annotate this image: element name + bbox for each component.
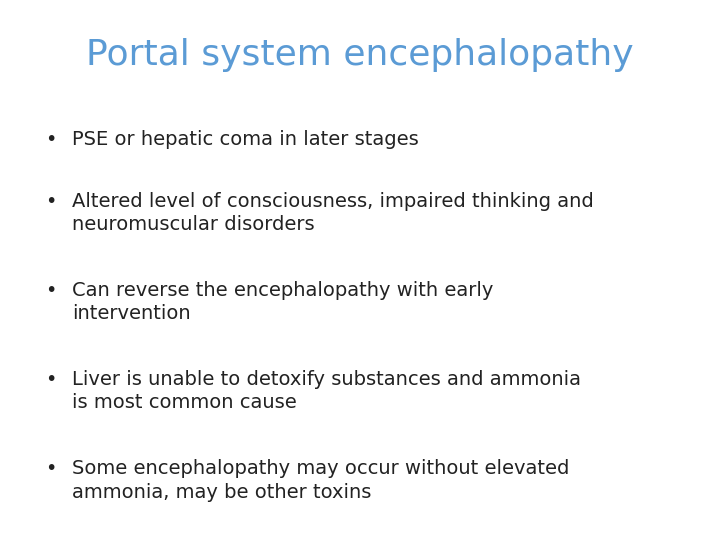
Text: Some encephalopathy may occur without elevated
ammonia, may be other toxins: Some encephalopathy may occur without el…: [72, 459, 570, 502]
Text: Altered level of consciousness, impaired thinking and
neuromuscular disorders: Altered level of consciousness, impaired…: [72, 192, 594, 234]
Text: •: •: [45, 459, 56, 478]
Text: Liver is unable to detoxify substances and ammonia
is most common cause: Liver is unable to detoxify substances a…: [72, 370, 581, 413]
Text: Can reverse the encephalopathy with early
intervention: Can reverse the encephalopathy with earl…: [72, 281, 493, 323]
Text: •: •: [45, 370, 56, 389]
Text: •: •: [45, 192, 56, 211]
Text: •: •: [45, 130, 56, 148]
Text: Portal system encephalopathy: Portal system encephalopathy: [86, 38, 634, 72]
Text: •: •: [45, 281, 56, 300]
Text: PSE or hepatic coma in later stages: PSE or hepatic coma in later stages: [72, 130, 419, 148]
